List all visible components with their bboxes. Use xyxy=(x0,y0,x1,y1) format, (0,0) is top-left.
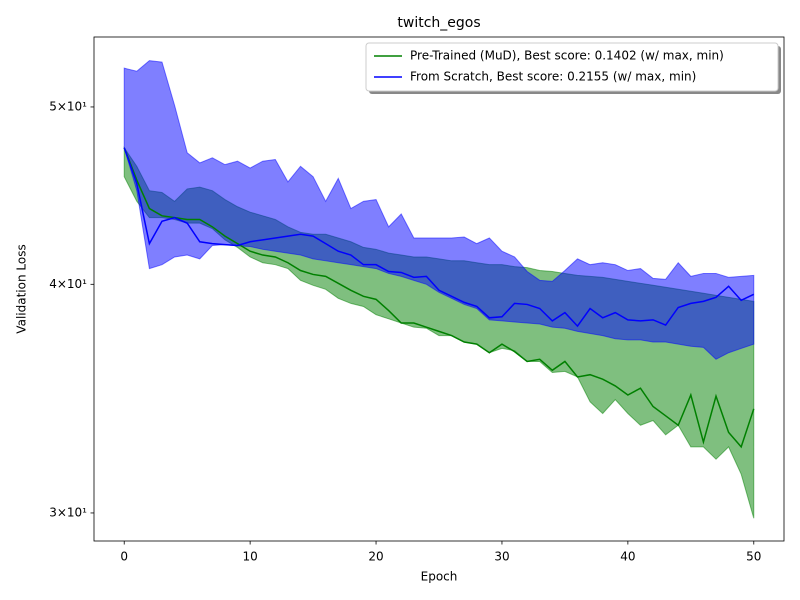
y-tick-label: 5×10¹ xyxy=(49,99,87,113)
x-tick-label: 10 xyxy=(242,550,257,564)
line xyxy=(123,147,755,449)
x-axis-label: Epoch xyxy=(421,570,458,584)
plot-frame xyxy=(93,36,785,542)
x-tick-label: 40 xyxy=(620,550,635,564)
y-tick-label: 4×10¹ xyxy=(49,277,87,291)
x-tick-label: 0 xyxy=(120,550,128,564)
x-tick-label: 20 xyxy=(368,550,383,564)
y-axis-label: Validation Loss xyxy=(15,244,29,333)
legend-label: From Scratch, Best score: 0.2155 (w/ max… xyxy=(410,70,696,84)
chart-title: twitch_egos xyxy=(397,15,480,31)
line xyxy=(123,147,755,328)
legend-label: Pre-Trained (MuD), Best score: 0.1402 (w… xyxy=(410,49,724,63)
x-tick-label: 50 xyxy=(746,550,761,564)
band xyxy=(123,60,755,360)
legend xyxy=(365,42,779,92)
y-tick-label: 3×10¹ xyxy=(49,505,87,519)
x-tick-label: 30 xyxy=(494,550,509,564)
